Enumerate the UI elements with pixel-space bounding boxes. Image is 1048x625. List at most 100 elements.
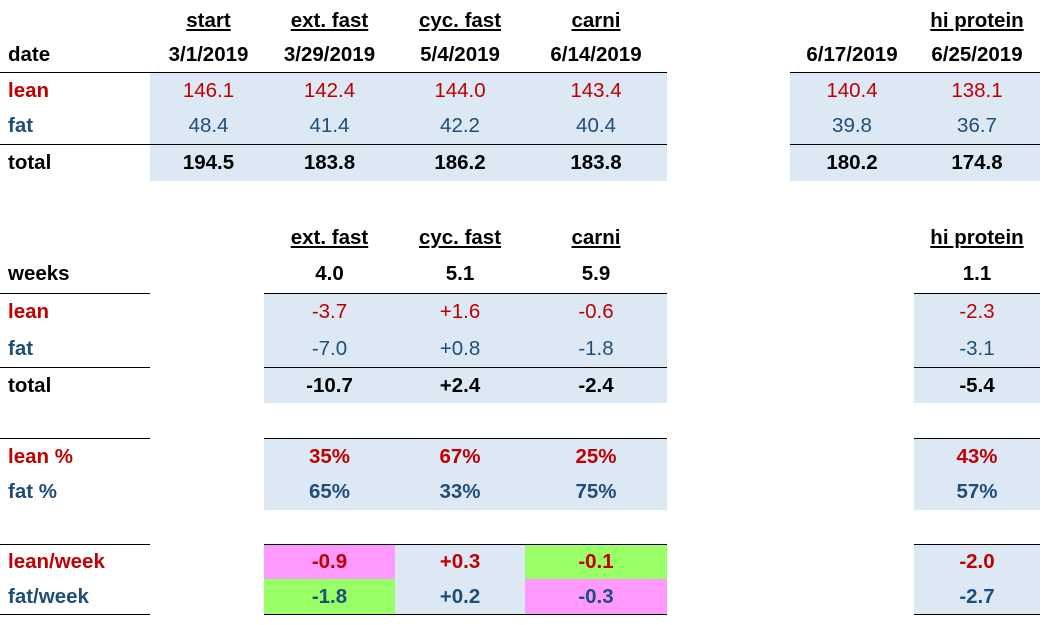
label-date: date [8,43,51,66]
pct-band [264,438,667,510]
date-hi-protein: 6/25/2019 [931,43,1023,66]
rate-fat-cyc-fast: +0.2 [439,585,481,608]
rate-label-lean: lean/week [8,550,105,573]
header-start: start [186,9,231,32]
changes-band-right [914,293,1040,403]
rate-lean-cyc-fast: +0.3 [439,550,481,573]
weeks-carni: 5.9 [581,262,611,285]
pct-fat-hi-protein: 57% [956,480,998,503]
lean-hi-protein: 138.1 [951,79,1003,102]
change-header-cyc-fast: cyc. fast [418,226,502,249]
change-total-ext-fast: -10.7 [306,374,353,397]
fat-ext-fast: 41.4 [309,114,350,137]
rate-fat-ext-fast: -1.8 [311,585,348,608]
date-extra: 6/17/2019 [806,43,898,66]
pct-lean-hi-protein: 43% [956,445,998,468]
highlight-better-fat-extfast [264,579,395,614]
date-start: 3/1/2019 [168,43,249,66]
total-hi-protein: 174.8 [951,151,1003,174]
change-total-carni: -2.4 [578,374,614,397]
change-lean-carni: -0.6 [578,300,614,323]
date-cyc-fast: 5/4/2019 [420,43,500,66]
weeks-cyc-fast: 5.1 [445,262,475,285]
weeks-ext-fast: 4.0 [315,262,344,285]
rate-lean-carni: -0.1 [578,550,614,573]
lean-carni: 143.4 [570,79,622,102]
rule-pct-mid [264,438,667,439]
pct-fat-carni: 75% [575,480,617,503]
rule-weeks-right [914,293,1040,294]
fat-carni: 40.4 [576,114,616,137]
top-values-band [150,72,667,181]
change-fat-carni: -1.8 [578,337,614,360]
rate-fat-carni: -0.3 [578,585,614,608]
lean-start: 146.1 [182,79,235,102]
lean-extra: 140.4 [826,79,878,102]
lean-ext-fast: 142.4 [303,79,356,102]
pct-lean-cyc-fast: 67% [439,445,481,468]
rule-change-total [0,367,150,368]
change-fat-hi-protein: -3.1 [959,337,995,360]
rate-label-fat: fat/week [8,585,89,608]
change-label-fat: fat [8,337,34,360]
header-ext-fast: ext. fast [290,9,369,32]
change-header-ext-fast: ext. fast [290,226,369,249]
total-ext-fast: 183.8 [303,151,356,174]
rule-weeks-mid [264,293,667,294]
label-total: total [8,151,52,174]
pct-fat-ext-fast: 65% [308,480,351,503]
change-label-total: total [8,374,52,397]
fat-hi-protein: 36.7 [957,114,997,137]
highlight-worse-lean-extfast [264,544,395,579]
label-lean: lean [8,79,50,102]
highlight-worse-fat-carni [525,579,667,614]
header-carni: carni [571,9,621,32]
rule-pct [0,438,150,439]
header-hi-protein: hi protein [930,9,1024,32]
rule-weeks [0,293,150,294]
fat-cyc-fast: 42.2 [440,114,480,137]
highlight-better-lean-carni [525,544,667,579]
pct-band-right [914,438,1040,510]
rule-top-total-right [790,144,1040,145]
rate-fat-hi-protein: -2.7 [959,585,995,608]
rule-rate-bottom [0,614,150,615]
pct-lean-carni: 25% [575,445,617,468]
rule-rate-right [914,544,1040,545]
change-lean-cyc-fast: +1.6 [439,300,481,323]
rule-rate-mid [264,544,667,545]
header-cyc-fast: cyc. fast [418,9,502,32]
change-header-hi-protein: hi protein [930,226,1024,249]
change-header-carni: carni [571,226,621,249]
date-ext-fast: 3/29/2019 [283,43,376,66]
rule-pct-right [914,438,1040,439]
date-carni: 6/14/2019 [550,43,642,66]
rule-rate [0,544,150,545]
change-fat-cyc-fast: +0.8 [439,337,481,360]
rule-change-total-right [914,367,1040,368]
weeks-hi-protein: 1.1 [962,262,992,285]
rule-top-date-right [790,72,1040,73]
label-fat: fat [8,114,34,137]
pct-label-lean: lean % [8,445,73,468]
rule-rate-bottom-mid [264,614,667,615]
change-fat-ext-fast: -7.0 [311,337,348,360]
change-label-lean: lean [8,300,50,323]
rate-lean-hi-protein: -2.0 [959,550,995,573]
change-lean-ext-fast: -3.7 [311,300,348,323]
fat-extra: 39.8 [832,114,872,137]
change-total-hi-protein: -5.4 [959,374,995,397]
rule-change-total-mid [264,367,667,368]
rule-rate-bottom-right [914,614,1040,615]
rate-lean-ext-fast: -0.9 [311,550,348,573]
total-cyc-fast: 186.2 [434,151,486,174]
total-extra: 180.2 [826,151,878,174]
change-lean-hi-protein: -2.3 [959,300,995,323]
change-total-cyc-fast: +2.4 [439,374,481,397]
changes-band [264,293,667,403]
top-values-band-right [790,72,1040,181]
total-carni: 183.8 [570,151,622,174]
rule-top-date [0,72,667,73]
pct-label-fat: fat % [8,480,57,503]
lean-cyc-fast: 144.0 [434,79,486,102]
